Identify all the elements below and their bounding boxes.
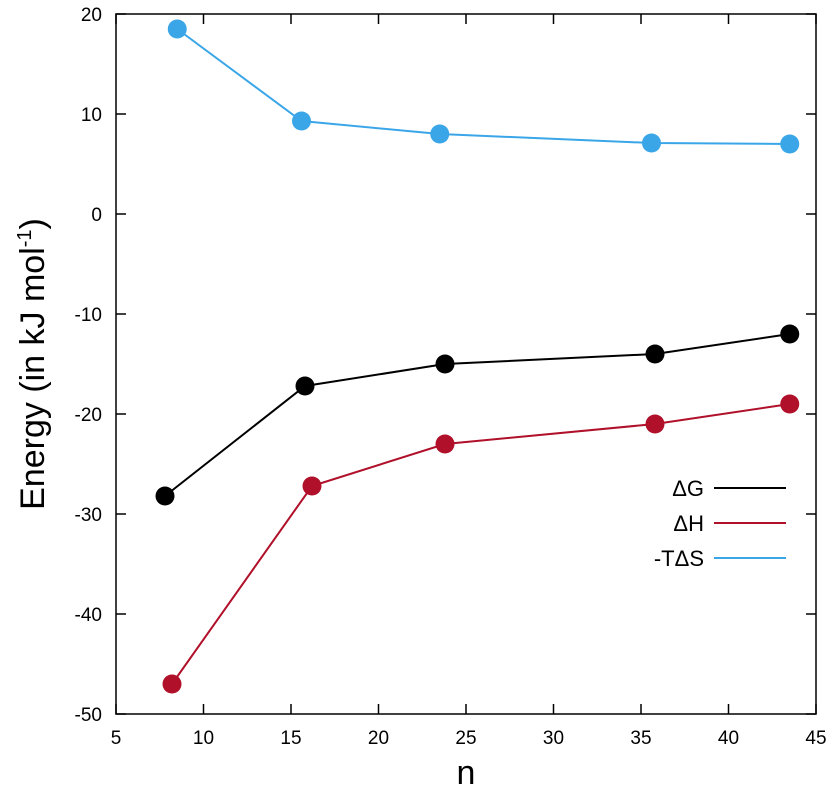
y-tick-label: -10: [75, 305, 102, 326]
y-axis-title-close: ): [14, 218, 52, 229]
series-0: [155, 324, 800, 506]
legend-label: ΔG: [672, 476, 704, 501]
data-point: [430, 124, 450, 144]
data-point: [780, 134, 800, 154]
x-tick-label: 5: [111, 728, 122, 749]
data-point: [292, 111, 311, 131]
x-tick-label: 10: [193, 728, 214, 749]
y-tick-label: 10: [81, 105, 102, 126]
x-tick-label: 35: [630, 728, 651, 749]
y-axis-title: Energy (in kJ mol-1): [14, 218, 52, 510]
data-point: [780, 394, 800, 414]
axis-tick-labels: 5 10 15 20 25 30 35 40 45 -50 -40 -30 -20 -10 0 10 20: [75, 5, 827, 749]
data-point: [162, 674, 182, 694]
series-line: [164, 333, 790, 497]
series-line: [171, 403, 790, 685]
y-tick-label: -50: [75, 705, 102, 726]
data-point: [780, 324, 800, 344]
x-tick-label: 40: [718, 728, 739, 749]
data-point: [167, 19, 187, 39]
data-point: [302, 476, 322, 496]
data-point: [295, 376, 315, 396]
x-tick-label: 30: [543, 728, 564, 749]
series-line: [176, 28, 790, 145]
data-point: [645, 344, 665, 364]
data-point: [155, 486, 175, 506]
x-tick-label: 15: [280, 728, 301, 749]
y-tick-label: 0: [91, 205, 102, 226]
data-point: [645, 414, 665, 434]
y-tick-label: -30: [75, 505, 102, 526]
x-tick-label: 45: [805, 728, 826, 749]
y-axis-title-sup: -1: [14, 229, 36, 247]
axis-ticks: [115, 13, 817, 715]
x-tick-label: 25: [455, 728, 476, 749]
legend-label: -TΔS: [654, 546, 704, 571]
y-tick-label: -40: [75, 605, 102, 626]
data-point: [435, 434, 455, 454]
y-tick-label: 20: [81, 5, 102, 26]
legend-label: ΔH: [673, 511, 704, 536]
legend: ΔG ΔH -TΔS: [654, 476, 786, 571]
x-axis-title: n: [457, 754, 476, 792]
series-2: [167, 19, 800, 154]
y-tick-label: -20: [75, 405, 102, 426]
y-axis-title-main: Energy (in kJ mol: [14, 247, 52, 510]
data-point: [642, 133, 661, 153]
data-point: [435, 354, 455, 374]
x-tick-label: 20: [368, 728, 389, 749]
series-layer: [155, 19, 800, 694]
series-1: [162, 394, 800, 694]
